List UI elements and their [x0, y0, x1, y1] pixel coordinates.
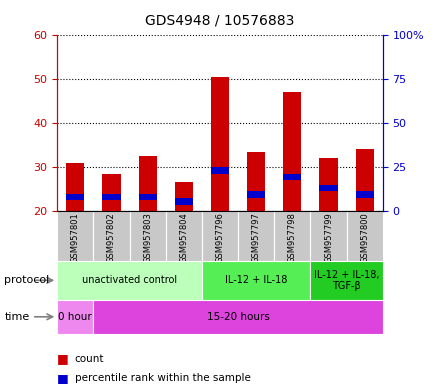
Bar	[283, 92, 301, 211]
Bar	[319, 158, 337, 211]
Text: GSM957798: GSM957798	[288, 212, 297, 263]
Text: percentile rank within the sample: percentile rank within the sample	[75, 373, 251, 383]
Bar	[202, 261, 311, 300]
Bar	[319, 185, 337, 191]
Bar	[66, 163, 84, 211]
Bar	[175, 198, 193, 205]
Text: GSM957799: GSM957799	[324, 212, 333, 263]
Bar	[211, 76, 229, 211]
Bar	[211, 167, 229, 174]
Text: count: count	[75, 354, 104, 364]
Text: GSM957797: GSM957797	[252, 212, 260, 263]
Bar	[57, 300, 93, 334]
Bar	[283, 174, 301, 180]
Text: ■: ■	[57, 353, 69, 366]
Bar	[57, 211, 93, 261]
Text: 15-20 hours: 15-20 hours	[207, 312, 270, 322]
Text: IL-12 + IL-18,
TGF-β: IL-12 + IL-18, TGF-β	[314, 270, 379, 291]
Bar	[166, 211, 202, 261]
Bar	[57, 261, 202, 300]
Bar	[311, 211, 347, 261]
Bar	[274, 211, 311, 261]
Bar	[175, 182, 193, 211]
Bar	[356, 149, 374, 211]
Text: GSM957796: GSM957796	[216, 212, 224, 263]
Text: GSM957802: GSM957802	[107, 212, 116, 263]
Bar	[66, 194, 84, 200]
Bar	[247, 191, 265, 198]
Bar	[347, 211, 383, 261]
Bar	[93, 211, 129, 261]
Bar	[103, 174, 121, 211]
Bar	[139, 194, 157, 200]
Text: 0 hour: 0 hour	[59, 312, 92, 322]
Bar	[311, 261, 383, 300]
Bar	[103, 194, 121, 200]
Bar	[202, 211, 238, 261]
Text: GDS4948 / 10576883: GDS4948 / 10576883	[145, 13, 295, 27]
Bar	[139, 156, 157, 211]
Text: GSM957804: GSM957804	[180, 212, 188, 263]
Bar	[238, 211, 274, 261]
Text: GSM957800: GSM957800	[360, 212, 369, 263]
Text: GSM957801: GSM957801	[71, 212, 80, 263]
Text: unactivated control: unactivated control	[82, 275, 177, 285]
Bar	[356, 191, 374, 198]
Text: time: time	[4, 312, 29, 322]
Text: IL-12 + IL-18: IL-12 + IL-18	[225, 275, 287, 285]
Bar	[93, 300, 383, 334]
Text: ■: ■	[57, 372, 69, 384]
Bar	[247, 152, 265, 211]
Text: protocol: protocol	[4, 275, 50, 285]
Bar	[129, 211, 166, 261]
Text: GSM957803: GSM957803	[143, 212, 152, 263]
